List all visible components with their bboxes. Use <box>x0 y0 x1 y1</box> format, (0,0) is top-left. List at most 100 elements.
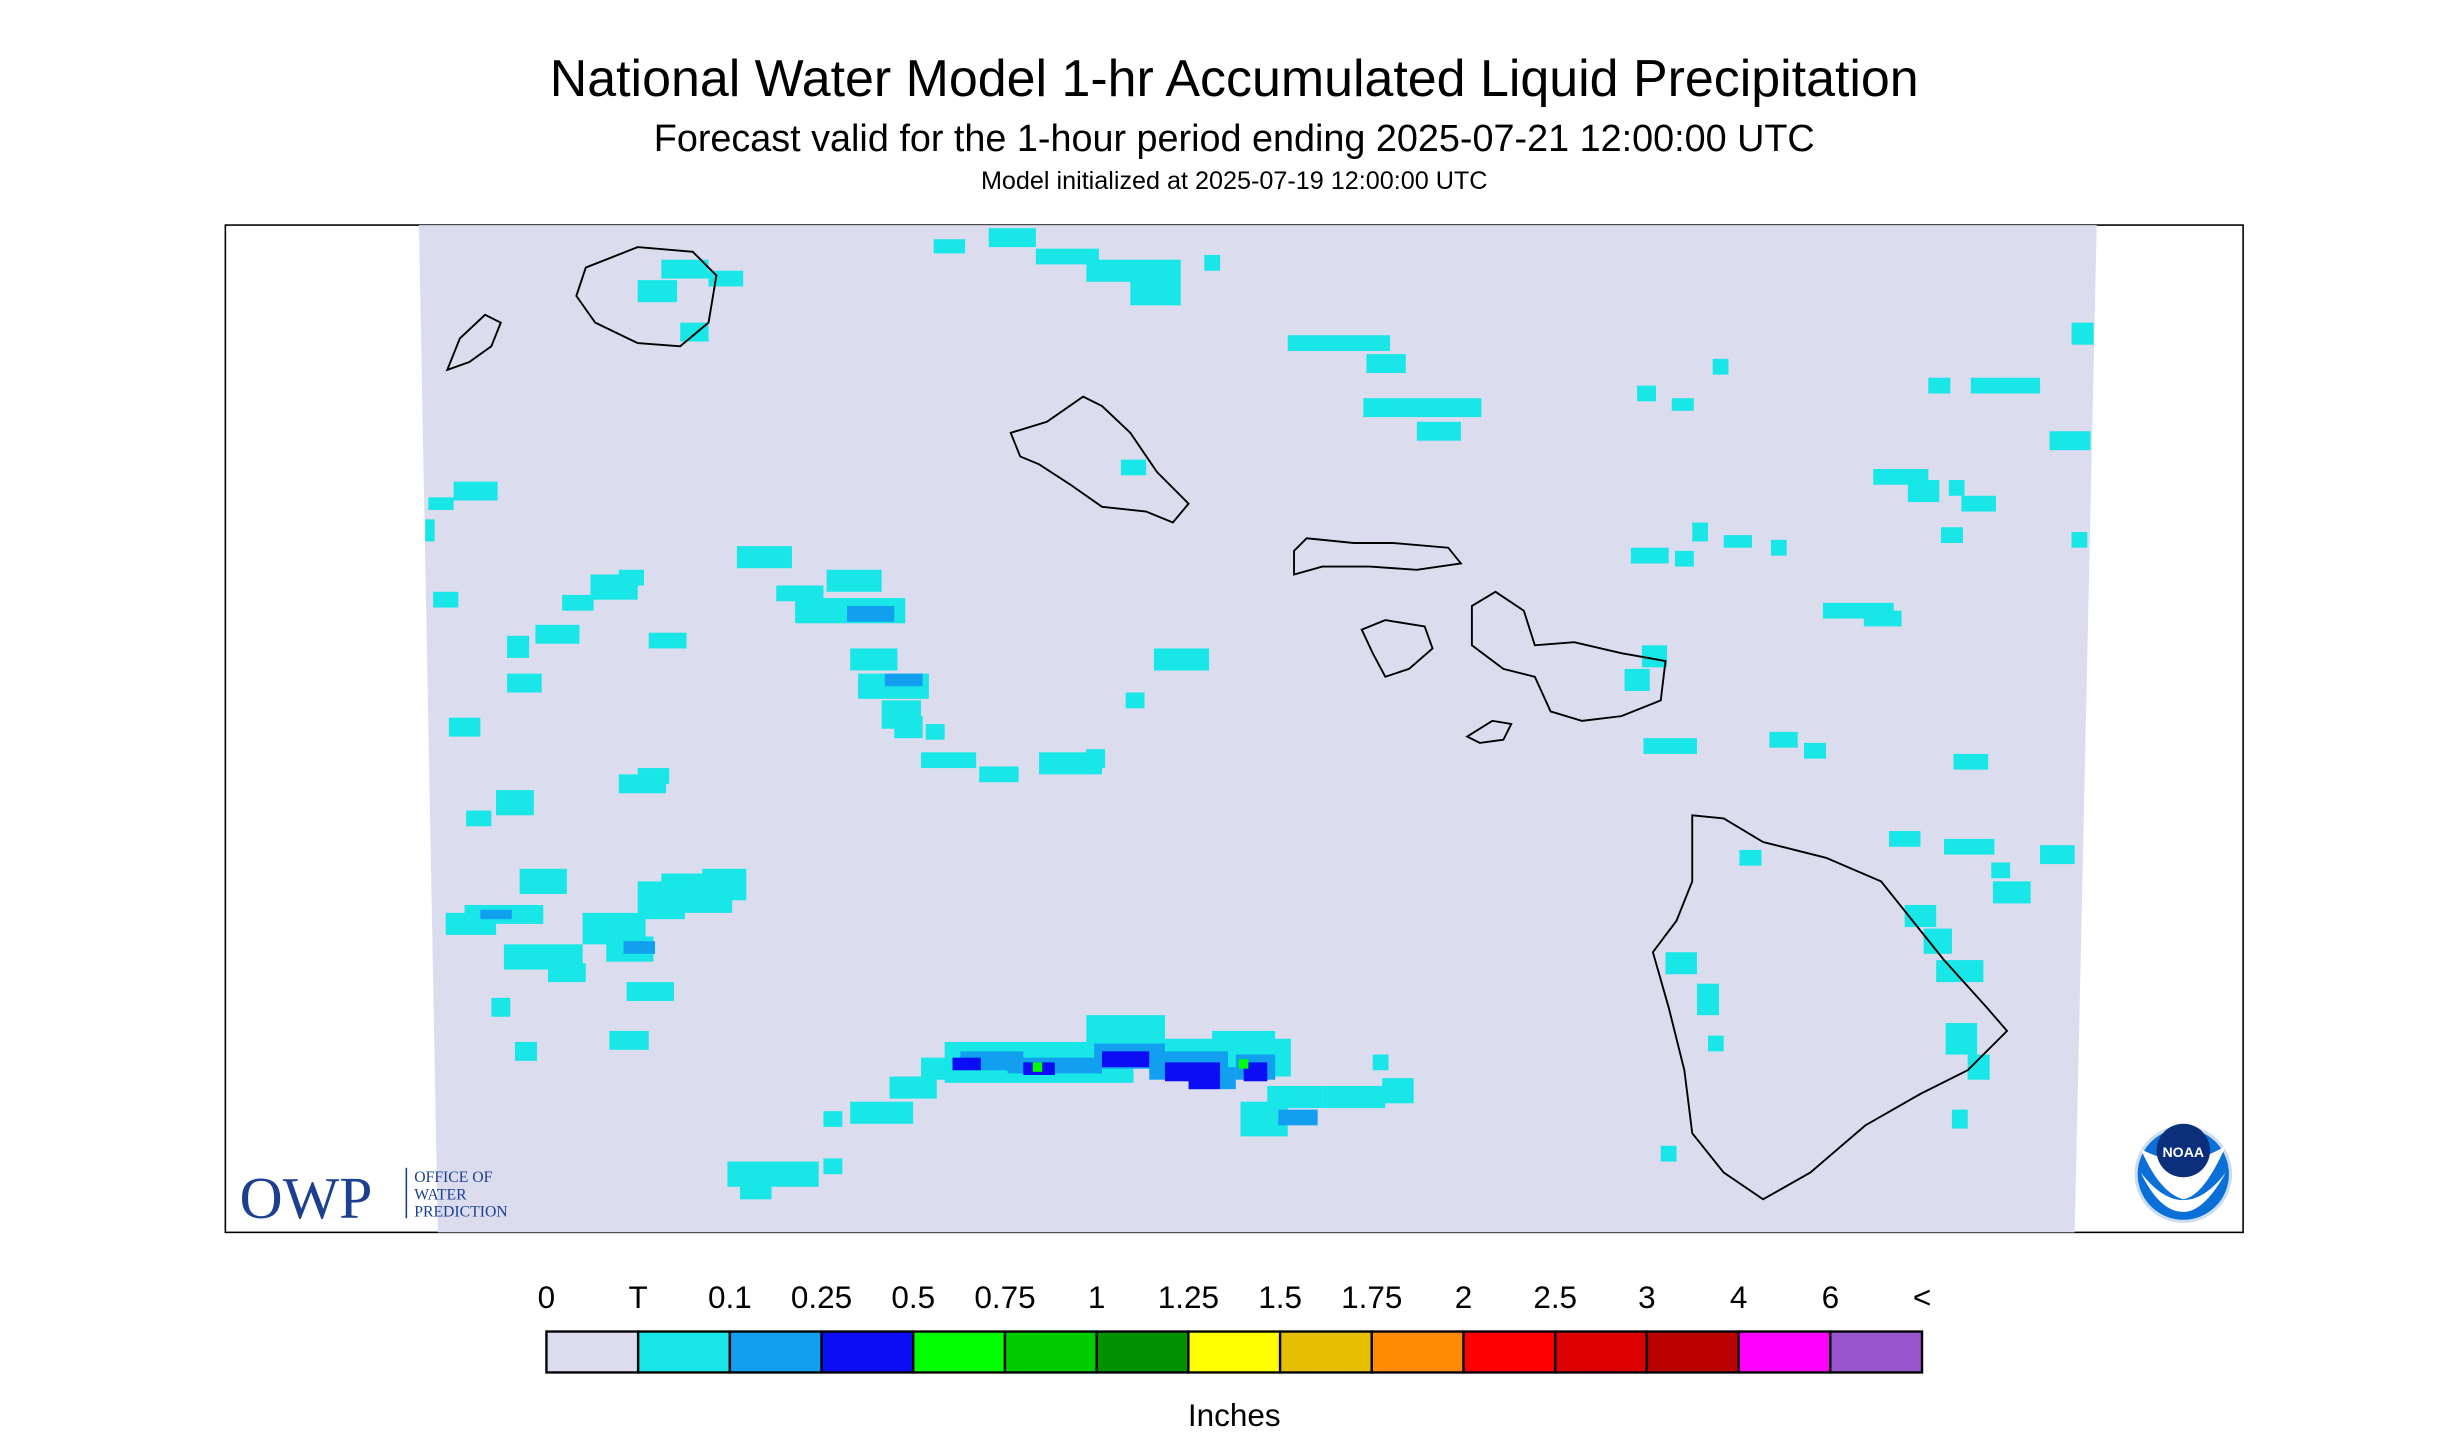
precip-cell <box>952 1057 981 1071</box>
precip-cell <box>988 228 1036 248</box>
precip-cell <box>1945 1023 1978 1055</box>
precip-cell <box>637 768 670 784</box>
precip-cell <box>1928 377 1951 394</box>
legend-label: 1.75 <box>1341 1280 1402 1315</box>
precip-cell <box>1372 1054 1389 1071</box>
precip-cell <box>1188 1076 1221 1090</box>
owp-line: PREDICTION <box>414 1204 507 1221</box>
legend-swatch <box>1645 1330 1740 1374</box>
legend-label: 1.25 <box>1158 1280 1219 1315</box>
legend-label: 2 <box>1455 1280 1473 1315</box>
legend-swatch <box>1554 1330 1649 1374</box>
precip-cell <box>1712 358 1729 375</box>
precip-cell <box>1382 1078 1414 1104</box>
precip-cell <box>519 868 567 894</box>
precip-cell <box>1278 1109 1318 1126</box>
precip-cell <box>1863 610 1902 627</box>
precip-cell <box>491 997 511 1017</box>
subtitle: Forecast valid for the 1-hour period end… <box>654 118 1815 160</box>
legend-swatch <box>1737 1330 1832 1374</box>
precip-cell <box>1991 862 2011 879</box>
precip-cell <box>548 963 586 983</box>
precip-cell <box>507 673 542 693</box>
precip-cell <box>1944 838 1995 855</box>
precip-cell <box>979 766 1019 783</box>
precip-cell <box>661 259 709 279</box>
precip-cell <box>1671 398 1694 411</box>
precip-cell <box>847 605 895 622</box>
precip-cell <box>1660 1145 1677 1162</box>
precip-cell <box>1723 535 1753 548</box>
precip-cell <box>425 519 435 542</box>
precip-cell <box>1287 335 1391 351</box>
legend-label: 1.5 <box>1258 1280 1302 1315</box>
legend-swatch <box>1187 1330 1282 1374</box>
precip-cell <box>618 569 645 586</box>
legend-swatch <box>728 1330 823 1374</box>
precip-cell <box>1204 254 1221 271</box>
legend-label: 4 <box>1730 1280 1748 1315</box>
island-outlines <box>445 246 2009 1201</box>
init-time: Model initialized at 2025-07-19 12:00:00… <box>981 167 1488 195</box>
precip-cell <box>1032 1062 1043 1072</box>
precip-cell <box>480 909 512 920</box>
legend: 0 T 0.1 0.25 0.5 0.75 1 1.25 1.5 1.75 2 2.5 3 4 6 < <box>538 1280 1931 1374</box>
noaa-text: NOAA <box>2162 1145 2204 1161</box>
precip-cell <box>1102 1051 1150 1068</box>
precip-cell <box>1951 1109 1968 1129</box>
precip-cell <box>1696 983 1719 1016</box>
precip-cell <box>850 648 898 671</box>
precip-cell <box>1416 421 1461 441</box>
precip-cell <box>1637 385 1657 402</box>
precip-cell <box>702 868 747 901</box>
precip-cell <box>1366 354 1406 374</box>
precip-cell <box>1322 1086 1386 1109</box>
legend-swatch <box>1095 1330 1190 1374</box>
precip-cell <box>1665 952 1697 975</box>
precip-cell <box>708 270 744 287</box>
legend-unit: Inches <box>1188 1398 1281 1433</box>
precip-cell <box>1769 731 1798 748</box>
title: National Water Model 1-hr Accumulated Li… <box>550 50 1919 108</box>
precip-cell <box>1125 692 1145 709</box>
legend-swatch <box>1003 1330 1098 1374</box>
precip-cell <box>850 1101 914 1124</box>
precip-cell <box>648 632 687 649</box>
precip-cell <box>1940 527 1963 543</box>
precip-cell <box>1970 377 2041 394</box>
legend-label: 3 <box>1638 1280 1656 1315</box>
precip-cell <box>2071 531 2088 548</box>
precip-cell <box>1803 742 1827 759</box>
precip-cell <box>933 239 966 254</box>
legend-swatch <box>1370 1330 1465 1374</box>
precip-cell <box>894 716 923 739</box>
precip-cell <box>1739 849 1762 866</box>
precip-cell <box>1641 645 1668 668</box>
precip-cell <box>1643 738 1697 754</box>
owp-letters: OWP <box>240 1165 373 1231</box>
precip-cell <box>1953 753 1989 770</box>
precip-cell <box>626 982 674 1002</box>
precip-cell <box>1086 259 1181 282</box>
precip-cell <box>1907 480 1940 503</box>
legend-swatch <box>1829 1330 1924 1374</box>
precip-cell <box>2071 322 2094 345</box>
legend-label: < <box>1913 1280 1931 1315</box>
legend-label: 1 <box>1088 1280 1106 1315</box>
legend-swatch <box>912 1330 1007 1374</box>
legend-swatch <box>820 1330 915 1374</box>
precip-cell <box>448 717 481 737</box>
noaa-logo: NOAA <box>2134 1123 2233 1223</box>
precip-cell <box>826 569 882 592</box>
precip-cell <box>1153 648 1210 671</box>
precip-cell <box>433 591 459 608</box>
precip-cell <box>889 1076 937 1099</box>
precip-cell <box>921 752 977 769</box>
legend-label: T <box>629 1280 648 1315</box>
legend-label: 6 <box>1822 1280 1840 1315</box>
precip-cell <box>1238 1059 1249 1069</box>
legend-swatch <box>636 1330 732 1374</box>
precip-cell <box>1967 1054 1990 1080</box>
